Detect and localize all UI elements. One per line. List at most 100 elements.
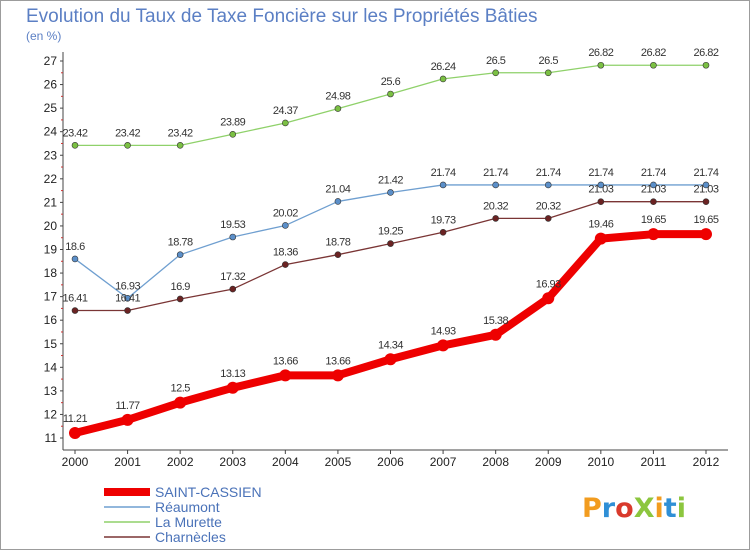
data-label: 14.93 <box>431 325 456 337</box>
x-tick-label: 2002 <box>167 455 194 469</box>
y-tick-label: 25 <box>44 101 58 115</box>
y-tick-label: 20 <box>44 219 58 233</box>
data-point <box>387 240 394 247</box>
y-tick-label: 17 <box>44 290 58 304</box>
x-tick-label: 2000 <box>62 455 89 469</box>
data-label: 21.74 <box>588 167 613 179</box>
y-tick-label: 18 <box>44 266 58 280</box>
data-point <box>226 381 239 394</box>
data-label: 20.32 <box>483 200 508 212</box>
data-point <box>282 119 289 127</box>
data-label: 24.98 <box>325 91 350 103</box>
data-label: 16.93 <box>536 278 561 290</box>
legend-label: SAINT-CASSIEN <box>155 484 262 500</box>
data-point <box>176 142 184 149</box>
data-label: 18.6 <box>65 241 85 253</box>
x-tick-label: 2011 <box>641 455 667 469</box>
data-point <box>597 198 605 205</box>
data-label: 21.74 <box>536 167 561 179</box>
data-label: 23.42 <box>115 127 140 139</box>
data-point <box>650 181 657 189</box>
y-tick-label: 19 <box>44 243 58 257</box>
data-point <box>650 198 657 205</box>
data-point <box>492 215 499 222</box>
data-point <box>176 251 184 258</box>
data-label: 13.66 <box>273 355 298 367</box>
data-point <box>124 294 131 302</box>
data-point <box>124 142 131 149</box>
data-point <box>647 228 660 241</box>
data-point <box>594 232 607 245</box>
data-label: 19.46 <box>588 219 613 231</box>
logo-letter: P <box>582 493 602 524</box>
logo-letter: r <box>602 493 616 524</box>
y-tick-label: 22 <box>44 172 58 186</box>
data-label: 16.93 <box>115 280 140 292</box>
proxiti-logo: ProXiti <box>582 493 686 524</box>
logo-letter: t <box>664 493 677 524</box>
legend-label: La Murette <box>155 514 222 530</box>
data-label: 20.32 <box>536 200 561 212</box>
data-label: 23.42 <box>168 127 193 139</box>
data-label: 26.24 <box>431 61 456 73</box>
data-point <box>597 181 605 189</box>
x-tick-label: 2005 <box>325 455 352 469</box>
data-label: 18.78 <box>168 237 193 249</box>
data-label: 21.03 <box>693 184 718 196</box>
data-point <box>121 413 134 426</box>
data-point <box>387 189 394 196</box>
data-point <box>542 292 555 305</box>
data-point <box>437 339 450 352</box>
data-label: 13.13 <box>220 368 245 380</box>
data-label: 13.66 <box>325 355 350 367</box>
data-point <box>331 369 344 382</box>
data-label: 18.36 <box>273 247 298 259</box>
data-point <box>174 396 187 409</box>
x-tick-label: 2009 <box>535 455 562 469</box>
data-point <box>334 198 342 205</box>
data-label: 19.65 <box>693 214 718 226</box>
data-point <box>334 251 342 258</box>
data-label: 15.38 <box>483 315 508 327</box>
data-label: 23.42 <box>62 127 87 139</box>
data-label: 26.82 <box>641 47 666 59</box>
data-label: 21.74 <box>693 167 718 179</box>
data-point <box>334 105 342 112</box>
x-tick-label: 2012 <box>693 455 720 469</box>
x-tick-label: 2010 <box>587 455 614 469</box>
data-point <box>384 353 397 366</box>
logo-text: ProXiti <box>582 493 686 524</box>
y-tick-label: 26 <box>44 78 58 92</box>
data-point <box>597 61 605 69</box>
y-tick-label: 23 <box>44 148 58 162</box>
chart-title: Evolution du Taux de Taxe Foncière sur l… <box>26 6 538 27</box>
data-label: 16.9 <box>170 281 190 293</box>
data-label: 26.5 <box>539 55 559 67</box>
data-point <box>700 228 712 241</box>
data-label: 17.32 <box>220 271 245 283</box>
data-point <box>71 142 79 149</box>
legend-label: Réaumont <box>155 499 220 515</box>
y-tick-label: 15 <box>44 337 58 351</box>
data-label: 26.82 <box>588 47 613 59</box>
y-tick-label: 21 <box>44 195 58 209</box>
x-tick-label: 2006 <box>377 455 404 469</box>
logo-letter: X <box>634 493 655 524</box>
y-tick-label: 14 <box>44 360 58 374</box>
data-label: 19.65 <box>641 214 666 226</box>
data-point <box>69 427 81 440</box>
logo-letter: i <box>677 493 686 524</box>
data-label: 21.42 <box>378 174 403 186</box>
y-tick-label: 12 <box>44 407 58 421</box>
data-label: 26.82 <box>693 47 718 59</box>
data-label: 21.03 <box>641 184 666 196</box>
data-point <box>439 228 447 236</box>
data-point <box>279 369 292 382</box>
data-label: 21.74 <box>641 167 666 179</box>
data-point <box>282 222 289 229</box>
series-layer: 23.42 23.42 23.42 23.89 24.37 24.98 25.6 26.24 2… <box>62 47 719 440</box>
data-point <box>439 75 447 83</box>
